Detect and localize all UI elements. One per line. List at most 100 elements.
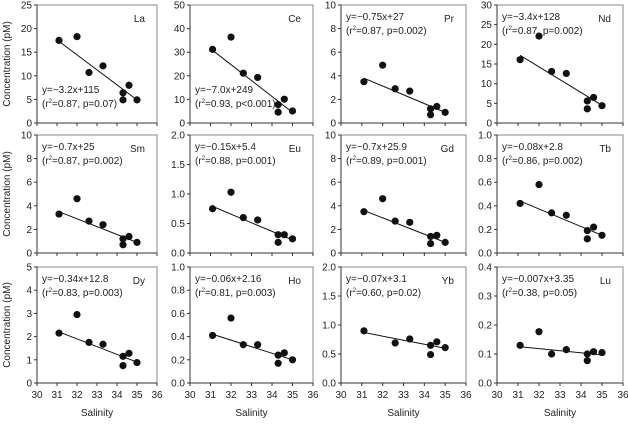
- data-point: [119, 89, 127, 97]
- element-label: Lu: [600, 276, 611, 287]
- y-tick-label: 10: [325, 131, 337, 142]
- data-point: [590, 93, 598, 102]
- y-tick-label: 10: [325, 1, 337, 12]
- y-tick-label: 2.0: [322, 263, 336, 274]
- data-point: [119, 235, 127, 243]
- data-point: [426, 111, 435, 119]
- data-point: [99, 62, 107, 70]
- y-tick-label: 0: [26, 119, 32, 130]
- data-point: [274, 359, 282, 367]
- y-tick-label: 10: [481, 79, 493, 90]
- y-tick-label: 0.1: [478, 350, 492, 361]
- x-axis-label: Salinity: [387, 408, 419, 419]
- regression-equation: y=−0.7x+25: [42, 142, 95, 153]
- data-point: [280, 231, 288, 239]
- panel-nd: 0 5 10 15 20 25 30 Nd y=−3.4x+128 (r2=0.87, p=0.0…: [481, 1, 624, 130]
- data-point: [119, 362, 127, 370]
- element-label: Gd: [441, 144, 454, 155]
- x-tick-label: 33: [246, 390, 258, 401]
- y-tick-label: 0.2: [478, 321, 492, 332]
- y-tick-label: 20: [481, 40, 493, 51]
- element-label: Ho: [288, 276, 301, 287]
- data-point: [562, 346, 570, 354]
- y-tick-label: 0.4: [171, 332, 185, 343]
- data-point: [433, 338, 441, 346]
- y-tick-label: 4: [330, 201, 336, 212]
- panel-la: 0 5 10 15 20 25 La y=−3.2x+115 (r2=0.87, p=0.07)…: [2, 1, 158, 130]
- regression-stats: (r2=0.81, p=0.003): [195, 288, 276, 299]
- data-point: [433, 102, 441, 111]
- y-tick-label: 0: [26, 249, 32, 260]
- data-point: [583, 226, 591, 235]
- x-tick-label: 33: [398, 390, 410, 401]
- y-tick-label: 0: [486, 119, 492, 130]
- data-point: [426, 105, 435, 113]
- regression-stats-value: =0.86, p=0.002): [512, 156, 583, 167]
- regression-stats-value: =0.81, p=0.003): [205, 288, 276, 299]
- element-label: Tb: [599, 144, 611, 155]
- x-tick-label: 32: [533, 390, 545, 401]
- data-point: [406, 218, 414, 226]
- data-point: [55, 210, 63, 218]
- data-point: [441, 238, 449, 246]
- x-tick-label: 30: [491, 390, 503, 401]
- x-tick-label: 35: [131, 390, 143, 401]
- regression-stats: (r2=0.60, p=0.02): [346, 288, 421, 299]
- y-tick-label: 0.0: [478, 379, 492, 390]
- data-point: [441, 108, 449, 116]
- data-point: [598, 102, 606, 110]
- x-axis-label: Salinity: [81, 408, 113, 419]
- regression-line: [519, 54, 603, 106]
- data-point: [55, 36, 63, 45]
- panel-lu: 0.0 0.1 0.2 0.3 0.4 30 31 32 33 34 35 36 Lu y=−0.007x…: [478, 263, 628, 420]
- x-tick-label: 30: [31, 390, 43, 401]
- regression-stats: (r2=0.38, p=0.05): [502, 288, 577, 299]
- data-point: [548, 209, 556, 217]
- data-point: [598, 348, 606, 357]
- data-point: [406, 335, 414, 343]
- data-point: [583, 235, 591, 243]
- data-point: [379, 195, 387, 203]
- data-point: [133, 96, 141, 104]
- data-point: [583, 357, 591, 365]
- x-tick-label: 35: [287, 390, 299, 401]
- data-point: [119, 241, 127, 249]
- regression-equation: y=−3.2x+115: [42, 85, 100, 96]
- regression-stats-value: =0.83, p=0.003): [52, 288, 123, 299]
- data-point: [391, 217, 399, 225]
- data-point: [274, 238, 282, 246]
- regression-stats-value: =0.87, p=0.002): [356, 26, 427, 37]
- data-point: [590, 348, 598, 356]
- data-point: [590, 223, 598, 231]
- data-point: [73, 310, 81, 319]
- x-tick-label: 30: [184, 390, 196, 401]
- element-label: Eu: [289, 144, 301, 155]
- x-tick-label: 31: [51, 390, 63, 401]
- y-tick-label: 0: [330, 249, 336, 260]
- x-tick-label: 31: [356, 390, 368, 401]
- data-point: [288, 107, 297, 115]
- y-tick-label: 0.8: [171, 286, 185, 297]
- y-tick-label: 10: [21, 71, 33, 82]
- x-tick-label: 32: [377, 390, 389, 401]
- y-tick-label: 6: [26, 178, 32, 189]
- y-tick-label: 0.6: [478, 178, 492, 189]
- panel-yb: 0.0 0.5 1.0 1.5 2.0 30 31 32 33 34 35 36 Yb y=−0.07x+…: [322, 263, 472, 420]
- y-axis-label: Concentration (pM): [2, 151, 13, 237]
- panel-sm: 0 2 4 6 8 10 Sm y=−0.7x+25 (r2=0.87, p=0.002) Con…: [2, 131, 158, 260]
- y-tick-label: 0.5: [171, 219, 185, 230]
- y-tick-label: 3: [26, 309, 32, 320]
- y-tick-label: 1.0: [171, 190, 185, 201]
- data-point: [274, 231, 282, 239]
- data-point: [516, 56, 524, 64]
- x-tick-label: 36: [460, 390, 472, 401]
- y-tick-label: 40: [174, 24, 186, 35]
- x-tick-label: 33: [91, 390, 103, 401]
- regression-stats: (r2=0.83, p=0.003): [42, 288, 123, 299]
- y-tick-label: 25: [21, 1, 33, 12]
- data-point: [208, 205, 217, 213]
- data-point: [426, 341, 435, 349]
- y-tick-label: 0.8: [478, 154, 492, 165]
- element-label: Yb: [442, 276, 455, 287]
